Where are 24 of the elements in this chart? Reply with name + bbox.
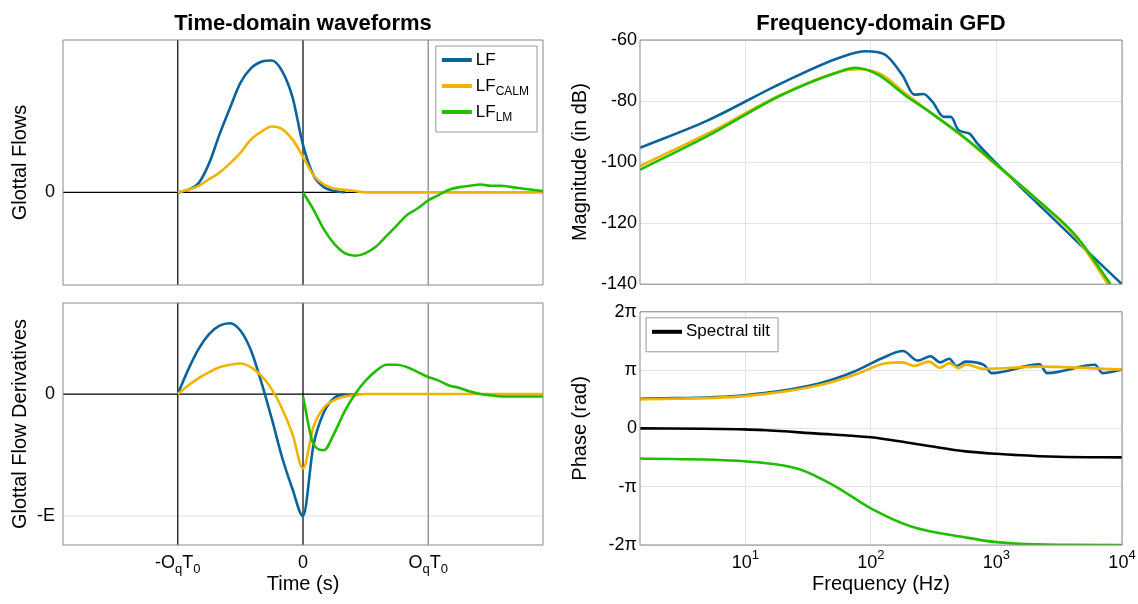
y-tick-label: π [624,359,637,380]
ref-line-label: 0 [44,181,55,202]
y-tick-label: -80 [610,90,637,111]
y-axis-title: Magnitude (in dB) [567,83,590,242]
x-tick-label: 0 [297,551,309,572]
chart-title: Frequency-domain GFD [756,10,1006,36]
ref-line-label: -E [37,505,55,526]
x-axis-title: Frequency (Hz) [812,571,950,594]
y-tick-label: -100 [600,151,637,172]
chart-title: Time-domain waveforms [174,10,432,36]
y-axis-title: Glottal Flow Derivatives [7,318,30,530]
y-tick-label: -120 [600,212,637,233]
y-tick-label: -2π [608,533,637,554]
y-axis-title: Phase (rad) [567,376,590,481]
y-axis-title: Glottal Flows [7,104,30,221]
x-axis-title: Time (s) [266,571,340,594]
y-tick-label: -140 [600,273,637,294]
y-tick-label: 2π [614,300,637,321]
y-tick-label: -60 [610,28,637,49]
ref-line-label: 0 [44,383,55,403]
y-tick-label: 0 [626,417,637,438]
legend-label: Spectral tilt [686,321,771,341]
y-tick-label: -π [618,475,637,496]
legend-label: LF [475,49,496,69]
